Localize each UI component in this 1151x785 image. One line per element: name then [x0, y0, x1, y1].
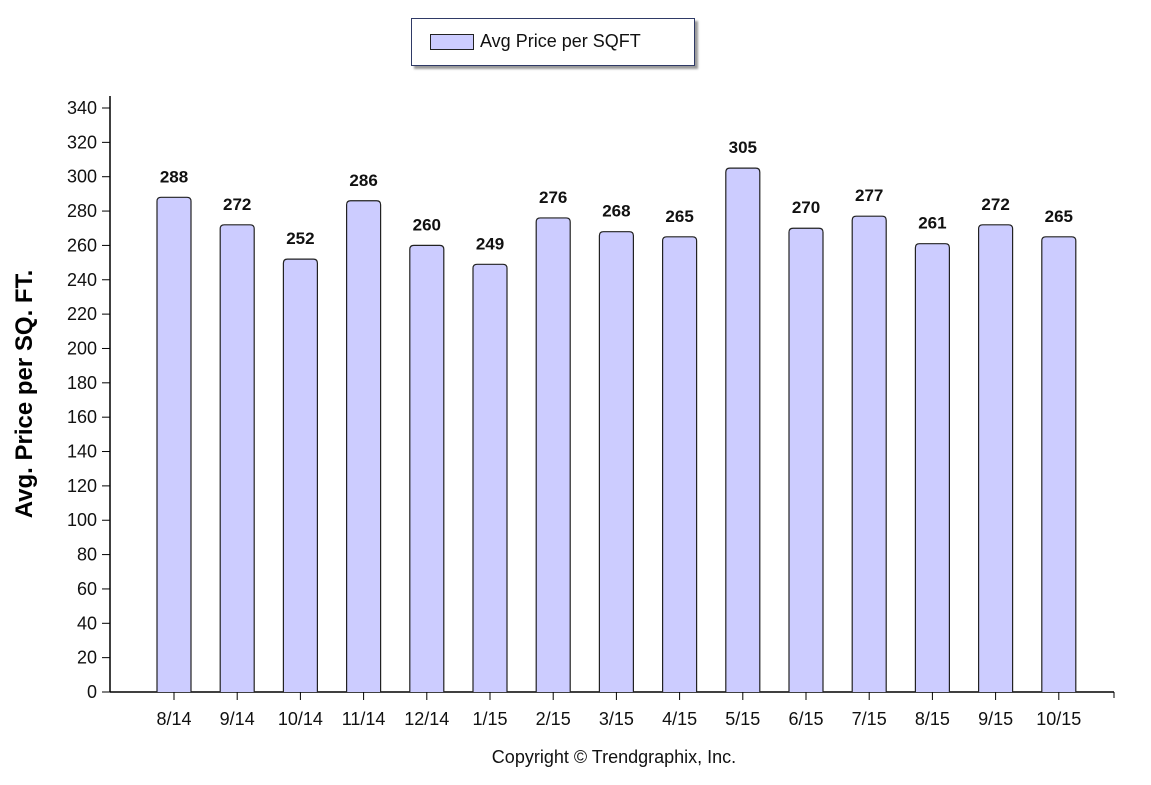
y-tick-label: 120 [67, 476, 97, 496]
data-label: 265 [1045, 207, 1073, 226]
y-tick-label: 100 [67, 510, 97, 530]
x-tick-label: 6/15 [788, 709, 823, 729]
x-tick-label: 10/15 [1036, 709, 1081, 729]
data-label: 305 [729, 138, 757, 157]
y-tick-label: 220 [67, 304, 97, 324]
x-tick-label: 2/15 [536, 709, 571, 729]
bar [725, 167, 761, 692]
bar [1041, 236, 1077, 692]
data-label: 276 [539, 188, 567, 207]
legend-swatch [430, 34, 474, 50]
x-tick-label: 3/15 [599, 709, 634, 729]
y-tick-label: 300 [67, 167, 97, 187]
x-tick-label: 5/15 [725, 709, 760, 729]
bar [156, 196, 192, 692]
bar [472, 263, 508, 692]
bar [851, 215, 887, 692]
data-label: 286 [349, 171, 377, 190]
y-tick-label: 140 [67, 442, 97, 462]
x-tick-label: 11/14 [342, 709, 386, 729]
y-tick-label: 280 [67, 201, 97, 221]
y-tick-label: 40 [77, 613, 97, 633]
bar [598, 231, 634, 692]
y-tick-label: 340 [67, 98, 97, 118]
x-tick-label: 4/15 [662, 709, 697, 729]
bar [282, 258, 318, 692]
y-tick-label: 260 [67, 235, 97, 255]
bar [535, 217, 571, 692]
bar [978, 224, 1014, 692]
copyright-text: Copyright © Trendgraphix, Inc. [491, 747, 737, 767]
x-tick-label: 10/14 [278, 709, 323, 729]
x-tick-label: 12/14 [404, 709, 449, 729]
y-tick-label: 240 [67, 270, 97, 290]
data-label: 272 [223, 195, 251, 214]
y-tick-label: 0 [87, 682, 97, 702]
y-tick-label: 320 [67, 132, 97, 152]
bar [409, 244, 445, 692]
y-tick-label: 20 [77, 648, 97, 668]
bar [219, 224, 255, 692]
legend-label: Avg Price per SQFT [480, 31, 641, 51]
data-label: 268 [602, 202, 630, 221]
y-tick-label: 160 [67, 407, 97, 427]
data-label: 252 [286, 229, 314, 248]
x-tick-label: 7/15 [852, 709, 887, 729]
data-label: 249 [476, 234, 504, 253]
legend: Avg Price per SQFT [411, 18, 695, 66]
data-label: 260 [413, 215, 441, 234]
y-tick-label: 60 [77, 579, 97, 599]
data-label: 277 [855, 186, 883, 205]
data-label: 270 [792, 198, 820, 217]
x-tick-label: 8/14 [156, 709, 191, 729]
y-tick-label: 80 [77, 545, 97, 565]
x-tick-label: 9/15 [978, 709, 1013, 729]
bar [788, 227, 824, 692]
x-tick-label: 9/14 [220, 709, 255, 729]
bar [346, 200, 382, 692]
data-label: 288 [160, 167, 188, 186]
data-label: 272 [981, 195, 1009, 214]
x-tick-label: 1/15 [472, 709, 507, 729]
data-label: 261 [918, 214, 946, 233]
data-label: 265 [665, 207, 693, 226]
bar [662, 236, 698, 692]
y-tick-label: 200 [67, 338, 97, 358]
x-tick-label: 8/15 [915, 709, 950, 729]
bar [914, 243, 950, 692]
y-tick-label: 180 [67, 373, 97, 393]
